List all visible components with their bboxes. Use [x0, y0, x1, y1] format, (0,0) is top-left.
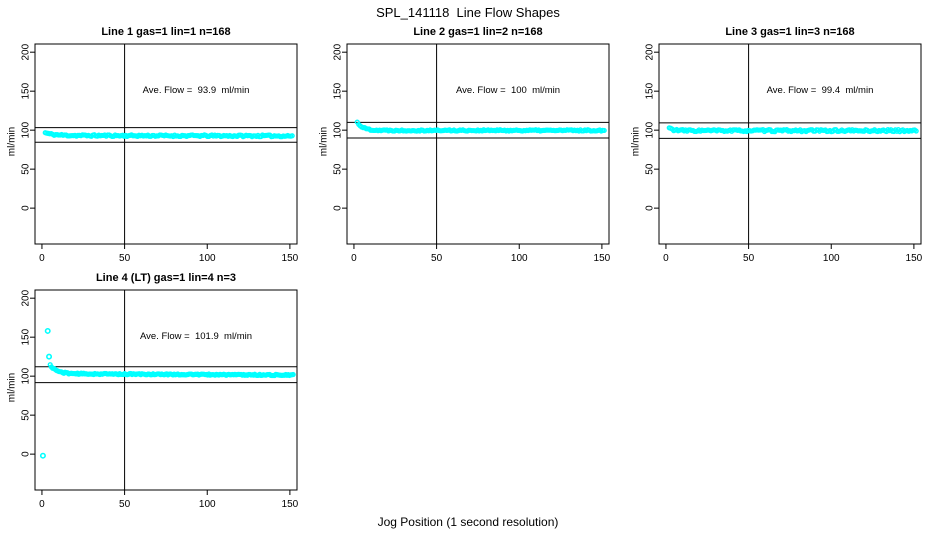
outlier-point: [39, 452, 46, 459]
y-tick-label: 200: [645, 43, 656, 60]
y-tick-label: 0: [333, 205, 344, 211]
ave-flow-annotation: Ave. Flow = 93.9 ml/min: [142, 85, 250, 96]
panel-line-1: Line 1 gas=1 lin=1 n=168 ml/min 0 50 100 15…: [0, 22, 312, 267]
x-axis-label: Jog Position (1 second resolution): [377, 515, 559, 529]
ave-flow-annotation: Ave. Flow = 101.9 ml/min: [139, 331, 253, 342]
y-tick-label: 200: [21, 289, 32, 306]
y-tick-label: 150: [21, 328, 32, 345]
data-point: [289, 133, 295, 139]
x-tick-label: 0: [351, 253, 357, 264]
x-tick-label: 50: [119, 499, 131, 510]
data-point: [290, 371, 296, 378]
data-point: [601, 127, 607, 134]
y-tick-label: 100: [645, 121, 656, 138]
y-tick-label: 100: [333, 121, 344, 138]
x-tick-label: 50: [119, 253, 131, 264]
plot-area: 0 50 100 150 0 50 100 150 200: [21, 289, 299, 510]
data-point: [913, 128, 919, 134]
y-tick-label: 150: [21, 82, 32, 99]
plot-area: 0 50 100 150 0 50 100 150 200: [333, 43, 611, 264]
y-tick-label: 100: [21, 367, 32, 384]
panel-line-3: Line 3 gas=1 lin=3 n=168 ml/min 0 50 100 15…: [624, 22, 936, 267]
outlier-point: [46, 353, 53, 360]
plot-area: 0 50 100 150 0 50 100 150 200: [21, 43, 299, 264]
x-tick-label: 100: [199, 499, 216, 510]
y-tick-label: 50: [21, 163, 32, 175]
x-tick-label: 150: [282, 499, 299, 510]
plot-box: [346, 43, 610, 245]
x-tick-label: 100: [823, 253, 840, 264]
panel-line-4: Line 4 (LT) gas=1 lin=4 n=3 ml/min 0 50 10…: [0, 268, 312, 513]
x-tick-label: 50: [431, 253, 443, 264]
y-tick-label: 50: [333, 163, 344, 175]
y-tick-label: 50: [21, 409, 32, 421]
y-tick-label: 200: [21, 43, 32, 60]
y-tick-label: 100: [21, 121, 32, 138]
x-tick-label: 0: [39, 499, 45, 510]
x-tick-label: 0: [39, 253, 45, 264]
outlier-point: [44, 327, 51, 334]
y-tick-label: 150: [645, 82, 656, 99]
y-tick-label: 150: [333, 82, 344, 99]
panel-title: Line 2 gas=1 lin=2 n=168: [413, 26, 543, 38]
y-tick-label: 200: [333, 43, 344, 60]
y-tick-label: 0: [21, 451, 32, 457]
panel-line-2: Line 2 gas=1 lin=2 n=168 ml/min 0 50 100 15…: [312, 22, 624, 267]
ave-flow-annotation: Ave. Flow = 99.4 ml/min: [766, 85, 874, 96]
y-tick-label: 0: [21, 205, 32, 211]
x-tick-label: 150: [594, 253, 611, 264]
ave-flow-annotation: Ave. Flow = 100 ml/min: [455, 85, 561, 96]
plot-box: [658, 43, 922, 245]
panel-title: Line 1 gas=1 lin=1 n=168: [101, 26, 231, 38]
x-tick-label: 100: [511, 253, 528, 264]
x-tick-label: 0: [663, 253, 669, 264]
x-tick-label: 100: [199, 253, 216, 264]
figure-title: SPL_141118 Line Flow Shapes: [376, 5, 560, 20]
y-tick-label: 0: [645, 205, 656, 211]
x-tick-label: 150: [906, 253, 923, 264]
x-tick-label: 50: [743, 253, 755, 264]
y-tick-label: 50: [645, 163, 656, 175]
panel-title: Line 3 gas=1 lin=3 n=168: [725, 26, 855, 38]
plot-area: 0 50 100 150 0 50 100 150 200: [645, 43, 923, 264]
panel-title: Line 4 (LT) gas=1 lin=4 n=3: [95, 272, 237, 284]
plot-box: [34, 43, 298, 245]
plot-box: [34, 289, 298, 491]
x-tick-label: 150: [282, 253, 299, 264]
